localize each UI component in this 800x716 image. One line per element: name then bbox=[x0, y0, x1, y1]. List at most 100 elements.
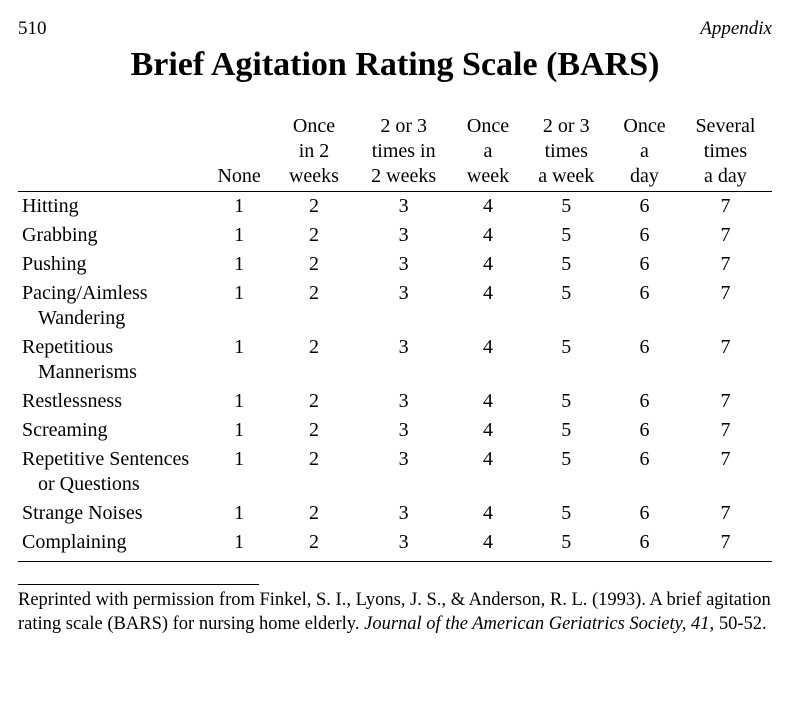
col-head: 2 or 3 times a week bbox=[522, 112, 610, 192]
cell: 6 bbox=[610, 387, 679, 416]
row-label: Pacing/AimlessWandering bbox=[18, 279, 204, 333]
cell: 7 bbox=[679, 416, 772, 445]
table-row: Hitting1234567 bbox=[18, 192, 772, 222]
cell: 3 bbox=[354, 445, 454, 499]
col-head: Once a week bbox=[454, 112, 523, 192]
cell: 6 bbox=[610, 528, 679, 562]
cell: 6 bbox=[610, 279, 679, 333]
table-body: Hitting1234567Grabbing1234567Pushing1234… bbox=[18, 192, 772, 562]
cell: 5 bbox=[522, 333, 610, 387]
cell: 4 bbox=[454, 279, 523, 333]
cell: 2 bbox=[274, 279, 353, 333]
row-label: Strange Noises bbox=[18, 499, 204, 528]
cell: 7 bbox=[679, 528, 772, 562]
cell: 3 bbox=[354, 387, 454, 416]
cell: 4 bbox=[454, 250, 523, 279]
table-row: Grabbing1234567 bbox=[18, 221, 772, 250]
cell: 7 bbox=[679, 445, 772, 499]
col-head: None bbox=[204, 112, 274, 192]
cell: 5 bbox=[522, 192, 610, 222]
cell: 2 bbox=[274, 192, 353, 222]
cell: 7 bbox=[679, 387, 772, 416]
cell: 1 bbox=[204, 279, 274, 333]
cell: 1 bbox=[204, 250, 274, 279]
cell: 1 bbox=[204, 333, 274, 387]
row-label: Hitting bbox=[18, 192, 204, 222]
cell: 1 bbox=[204, 499, 274, 528]
cell: 6 bbox=[610, 333, 679, 387]
cell: 3 bbox=[354, 192, 454, 222]
page-number: 510 bbox=[18, 18, 47, 40]
cell: 5 bbox=[522, 445, 610, 499]
cell: 2 bbox=[274, 416, 353, 445]
cell: 3 bbox=[354, 416, 454, 445]
table-row: Pacing/AimlessWandering1234567 bbox=[18, 279, 772, 333]
cell: 6 bbox=[610, 499, 679, 528]
page-title: Brief Agitation Rating Scale (BARS) bbox=[18, 46, 772, 84]
col-head: Once a day bbox=[610, 112, 679, 192]
cell: 5 bbox=[522, 279, 610, 333]
cell: 1 bbox=[204, 387, 274, 416]
cell: 1 bbox=[204, 192, 274, 222]
table-row: RepetitiousMannerisms1234567 bbox=[18, 333, 772, 387]
cell: 1 bbox=[204, 221, 274, 250]
row-label: Restlessness bbox=[18, 387, 204, 416]
cell: 1 bbox=[204, 528, 274, 562]
page-header: 510 Appendix bbox=[18, 18, 772, 40]
table-row: Screaming1234567 bbox=[18, 416, 772, 445]
cell: 1 bbox=[204, 445, 274, 499]
cell: 3 bbox=[354, 333, 454, 387]
cell: 2 bbox=[274, 528, 353, 562]
cell: 2 bbox=[274, 333, 353, 387]
cell: 5 bbox=[522, 387, 610, 416]
cell: 7 bbox=[679, 333, 772, 387]
cell: 2 bbox=[274, 499, 353, 528]
cell: 4 bbox=[454, 416, 523, 445]
bars-table: None Once in 2 weeks 2 or 3 times in 2 w… bbox=[18, 112, 772, 562]
cell: 6 bbox=[610, 445, 679, 499]
row-label: Screaming bbox=[18, 416, 204, 445]
row-label: Pushing bbox=[18, 250, 204, 279]
table-row: Complaining1234567 bbox=[18, 528, 772, 562]
cell: 6 bbox=[610, 416, 679, 445]
row-label: Complaining bbox=[18, 528, 204, 562]
section-label: Appendix bbox=[700, 18, 772, 40]
citation-rule bbox=[18, 584, 259, 585]
cell: 2 bbox=[274, 445, 353, 499]
row-label: Repetitive Sentencesor Questions bbox=[18, 445, 204, 499]
cell: 5 bbox=[522, 416, 610, 445]
cell: 5 bbox=[522, 221, 610, 250]
cell: 5 bbox=[522, 499, 610, 528]
row-label: RepetitiousMannerisms bbox=[18, 333, 204, 387]
cell: 2 bbox=[274, 221, 353, 250]
cell: 3 bbox=[354, 499, 454, 528]
cell: 6 bbox=[610, 192, 679, 222]
cell: 6 bbox=[610, 221, 679, 250]
cell: 5 bbox=[522, 250, 610, 279]
citation: Reprinted with permission from Finkel, S… bbox=[18, 584, 772, 636]
cell: 3 bbox=[354, 528, 454, 562]
cell: 4 bbox=[454, 221, 523, 250]
cell: 3 bbox=[354, 250, 454, 279]
cell: 3 bbox=[354, 221, 454, 250]
cell: 2 bbox=[274, 250, 353, 279]
table-row: Repetitive Sentencesor Questions1234567 bbox=[18, 445, 772, 499]
cell: 4 bbox=[454, 192, 523, 222]
table-row: Strange Noises1234567 bbox=[18, 499, 772, 528]
table-row: Restlessness1234567 bbox=[18, 387, 772, 416]
row-label: Grabbing bbox=[18, 221, 204, 250]
cell: 7 bbox=[679, 221, 772, 250]
citation-text: Reprinted with permission from Finkel, S… bbox=[18, 589, 772, 636]
cell: 4 bbox=[454, 445, 523, 499]
cell: 2 bbox=[274, 387, 353, 416]
cell: 7 bbox=[679, 192, 772, 222]
col-head: Several times a day bbox=[679, 112, 772, 192]
cell: 7 bbox=[679, 499, 772, 528]
cell: 1 bbox=[204, 416, 274, 445]
table-row: Pushing1234567 bbox=[18, 250, 772, 279]
cell: 7 bbox=[679, 250, 772, 279]
cell: 3 bbox=[354, 279, 454, 333]
cell: 5 bbox=[522, 528, 610, 562]
cell: 4 bbox=[454, 528, 523, 562]
cell: 6 bbox=[610, 250, 679, 279]
